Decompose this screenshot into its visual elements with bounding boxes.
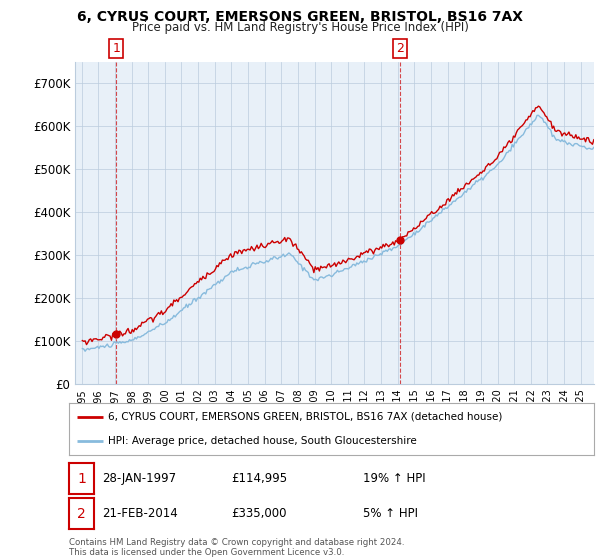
Text: 1: 1 xyxy=(112,42,120,55)
Text: HPI: Average price, detached house, South Gloucestershire: HPI: Average price, detached house, Sout… xyxy=(109,436,417,446)
Text: 5% ↑ HPI: 5% ↑ HPI xyxy=(363,507,418,520)
Text: £114,995: £114,995 xyxy=(231,472,287,485)
Text: 1: 1 xyxy=(77,472,86,486)
Text: 6, CYRUS COURT, EMERSONS GREEN, BRISTOL, BS16 7AX: 6, CYRUS COURT, EMERSONS GREEN, BRISTOL,… xyxy=(77,10,523,24)
Text: 21-FEB-2014: 21-FEB-2014 xyxy=(102,507,178,520)
Text: £335,000: £335,000 xyxy=(231,507,287,520)
Text: 2: 2 xyxy=(77,507,86,521)
Text: 19% ↑ HPI: 19% ↑ HPI xyxy=(363,472,425,485)
Text: Contains HM Land Registry data © Crown copyright and database right 2024.
This d: Contains HM Land Registry data © Crown c… xyxy=(69,538,404,557)
Text: 28-JAN-1997: 28-JAN-1997 xyxy=(102,472,176,485)
Text: 6, CYRUS COURT, EMERSONS GREEN, BRISTOL, BS16 7AX (detached house): 6, CYRUS COURT, EMERSONS GREEN, BRISTOL,… xyxy=(109,412,503,422)
Text: 2: 2 xyxy=(396,42,404,55)
Text: Price paid vs. HM Land Registry's House Price Index (HPI): Price paid vs. HM Land Registry's House … xyxy=(131,21,469,34)
